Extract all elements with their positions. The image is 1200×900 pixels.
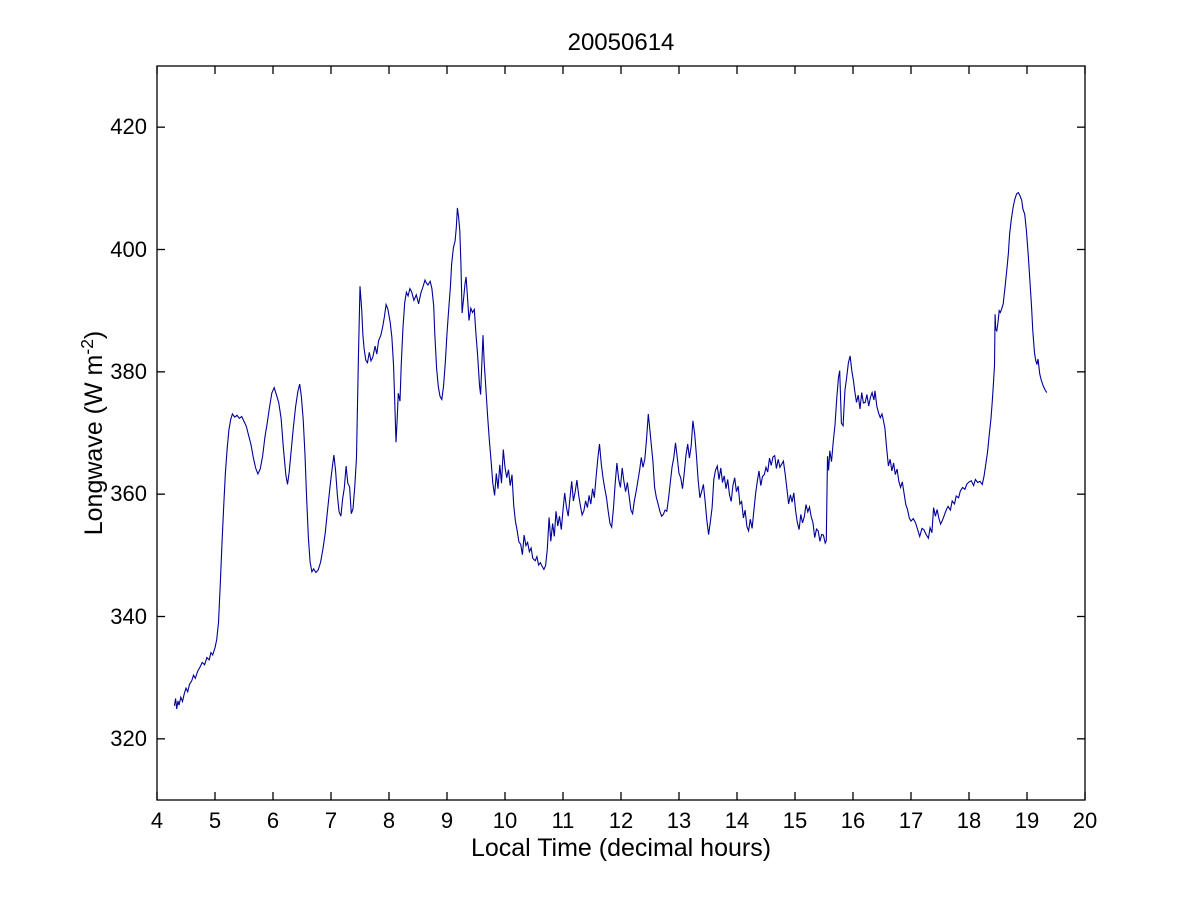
y-tick-label-320: 320 <box>110 725 147 751</box>
y-axis-label-exponent: -2 <box>76 339 97 355</box>
x-tick-label-13: 13 <box>666 808 692 833</box>
x-tick-label-7: 7 <box>324 808 338 833</box>
y-tick-label-360: 360 <box>110 481 147 507</box>
x-tick-label-14: 14 <box>724 808 750 833</box>
x-tick-label-16: 16 <box>840 808 866 833</box>
x-tick-label-6: 6 <box>266 808 280 833</box>
x-axis-label: Local Time (decimal hours) <box>470 834 772 862</box>
x-tick-label-15: 15 <box>782 808 808 833</box>
y-axis-label: Longwave (W m-2) <box>77 331 109 536</box>
x-tick-label-11: 11 <box>551 808 575 833</box>
y-tick-label-340: 340 <box>110 603 147 629</box>
axis-box <box>156 65 1086 801</box>
x-tick-label-12: 12 <box>608 808 634 833</box>
x-tick-label-9: 9 <box>440 808 454 833</box>
y-axis-label-close: ) <box>80 330 109 340</box>
y-tick-label-420: 420 <box>110 114 147 140</box>
longwave-line <box>173 191 1048 709</box>
figure-title: 20050614 <box>567 29 675 56</box>
x-tick-label-19: 19 <box>1014 808 1040 833</box>
x-tick-label-10: 10 <box>492 808 518 833</box>
y-tick-label-400: 400 <box>110 236 147 262</box>
x-tick-label-5: 5 <box>208 808 222 833</box>
y-tick-label-380: 380 <box>110 358 147 384</box>
x-tick-label-4: 4 <box>150 808 164 833</box>
x-tick-label-20: 20 <box>1072 808 1098 833</box>
y-axis-label-text: Longwave (W m <box>80 354 109 536</box>
x-tick-label-18: 18 <box>956 808 982 833</box>
x-tick-label-17: 17 <box>898 808 924 833</box>
x-tick-label-8: 8 <box>382 808 396 833</box>
